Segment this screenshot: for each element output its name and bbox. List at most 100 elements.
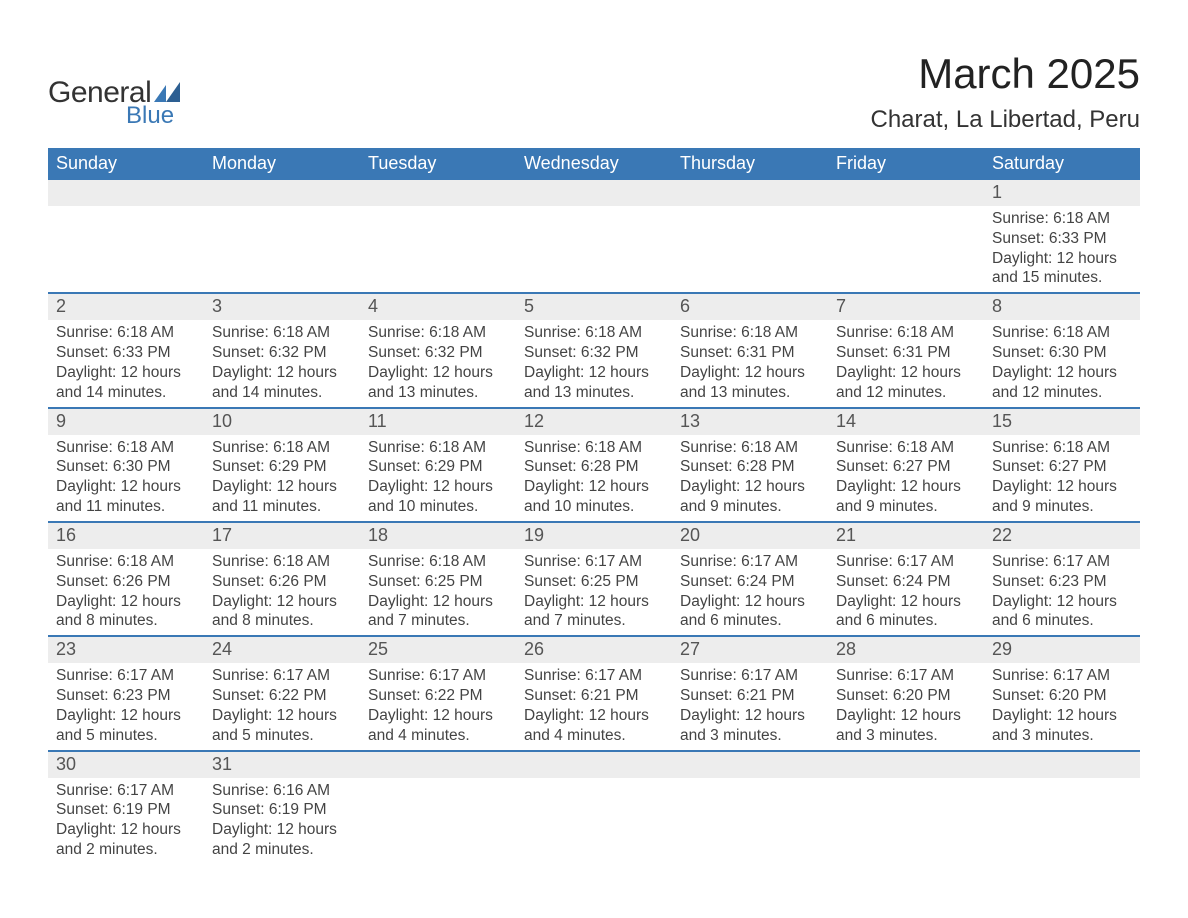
sunrise-text: Sunrise: 6:18 AM: [992, 438, 1132, 458]
sunset-text: Sunset: 6:21 PM: [524, 686, 664, 706]
day-details: Sunrise: 6:17 AMSunset: 6:20 PMDaylight:…: [828, 663, 984, 749]
day-details: [360, 206, 516, 266]
sunset-text: Sunset: 6:21 PM: [680, 686, 820, 706]
day-details: Sunrise: 6:18 AMSunset: 6:30 PMDaylight:…: [984, 320, 1140, 406]
day-number: 3: [204, 294, 360, 320]
sunrise-text: Sunrise: 6:17 AM: [524, 552, 664, 572]
daylight-text: Daylight: 12 hours and 13 minutes.: [680, 363, 820, 403]
day-details: [516, 778, 672, 838]
day-number: 21: [828, 523, 984, 549]
sunrise-text: Sunrise: 6:18 AM: [992, 323, 1132, 343]
sunrise-text: Sunrise: 6:18 AM: [524, 323, 664, 343]
daylight-text: Daylight: 12 hours and 13 minutes.: [368, 363, 508, 403]
calendar-week: 1Sunrise: 6:18 AMSunset: 6:33 PMDaylight…: [48, 180, 1140, 293]
day-details: [984, 778, 1140, 838]
sunrise-text: Sunrise: 6:17 AM: [992, 552, 1132, 572]
sunset-text: Sunset: 6:33 PM: [56, 343, 196, 363]
calendar-cell: 1Sunrise: 6:18 AMSunset: 6:33 PMDaylight…: [984, 180, 1140, 293]
day-number: [360, 180, 516, 206]
calendar-cell: 22Sunrise: 6:17 AMSunset: 6:23 PMDayligh…: [984, 522, 1140, 636]
calendar-cell: 11Sunrise: 6:18 AMSunset: 6:29 PMDayligh…: [360, 408, 516, 522]
sunset-text: Sunset: 6:24 PM: [680, 572, 820, 592]
daylight-text: Daylight: 12 hours and 7 minutes.: [524, 592, 664, 632]
sunrise-text: Sunrise: 6:18 AM: [680, 323, 820, 343]
calendar-cell: 23Sunrise: 6:17 AMSunset: 6:23 PMDayligh…: [48, 636, 204, 750]
day-details: Sunrise: 6:17 AMSunset: 6:25 PMDaylight:…: [516, 549, 672, 635]
calendar-cell: 15Sunrise: 6:18 AMSunset: 6:27 PMDayligh…: [984, 408, 1140, 522]
day-details: Sunrise: 6:17 AMSunset: 6:22 PMDaylight:…: [360, 663, 516, 749]
calendar-cell: [672, 180, 828, 293]
calendar-cell: 12Sunrise: 6:18 AMSunset: 6:28 PMDayligh…: [516, 408, 672, 522]
day-number: 5: [516, 294, 672, 320]
day-details: Sunrise: 6:18 AMSunset: 6:26 PMDaylight:…: [48, 549, 204, 635]
sunset-text: Sunset: 6:24 PM: [836, 572, 976, 592]
day-number: 31: [204, 752, 360, 778]
sunset-text: Sunset: 6:30 PM: [56, 457, 196, 477]
day-number: 2: [48, 294, 204, 320]
day-details: Sunrise: 6:18 AMSunset: 6:32 PMDaylight:…: [516, 320, 672, 406]
calendar-week: 9Sunrise: 6:18 AMSunset: 6:30 PMDaylight…: [48, 408, 1140, 522]
day-number: 12: [516, 409, 672, 435]
calendar-cell: 13Sunrise: 6:18 AMSunset: 6:28 PMDayligh…: [672, 408, 828, 522]
day-header: Wednesday: [516, 148, 672, 180]
day-details: [48, 206, 204, 266]
sunrise-text: Sunrise: 6:17 AM: [56, 666, 196, 686]
sunrise-text: Sunrise: 6:17 AM: [992, 666, 1132, 686]
day-number: 30: [48, 752, 204, 778]
daylight-text: Daylight: 12 hours and 15 minutes.: [992, 249, 1132, 289]
day-number: 17: [204, 523, 360, 549]
sunrise-text: Sunrise: 6:17 AM: [836, 552, 976, 572]
daylight-text: Daylight: 12 hours and 10 minutes.: [368, 477, 508, 517]
calendar-cell: 19Sunrise: 6:17 AMSunset: 6:25 PMDayligh…: [516, 522, 672, 636]
sunset-text: Sunset: 6:28 PM: [680, 457, 820, 477]
calendar-cell: 20Sunrise: 6:17 AMSunset: 6:24 PMDayligh…: [672, 522, 828, 636]
day-details: Sunrise: 6:17 AMSunset: 6:24 PMDaylight:…: [828, 549, 984, 635]
sunrise-text: Sunrise: 6:18 AM: [680, 438, 820, 458]
day-header: Sunday: [48, 148, 204, 180]
daylight-text: Daylight: 12 hours and 8 minutes.: [212, 592, 352, 632]
sunset-text: Sunset: 6:26 PM: [212, 572, 352, 592]
day-number: 9: [48, 409, 204, 435]
sunrise-text: Sunrise: 6:18 AM: [212, 323, 352, 343]
sunset-text: Sunset: 6:31 PM: [836, 343, 976, 363]
day-number: [48, 180, 204, 206]
sunrise-text: Sunrise: 6:18 AM: [836, 323, 976, 343]
day-number: 7: [828, 294, 984, 320]
day-number: 25: [360, 637, 516, 663]
calendar-body: 1Sunrise: 6:18 AMSunset: 6:33 PMDaylight…: [48, 180, 1140, 864]
day-number: 28: [828, 637, 984, 663]
day-details: Sunrise: 6:18 AMSunset: 6:28 PMDaylight:…: [672, 435, 828, 521]
calendar-cell: 7 Sunrise: 6:18 AMSunset: 6:31 PMDaylight…: [828, 293, 984, 407]
daylight-text: Daylight: 12 hours and 10 minutes.: [524, 477, 664, 517]
day-details: [828, 206, 984, 266]
day-number: 15: [984, 409, 1140, 435]
day-details: [672, 206, 828, 266]
sunrise-text: Sunrise: 6:17 AM: [680, 666, 820, 686]
daylight-text: Daylight: 12 hours and 9 minutes.: [680, 477, 820, 517]
calendar-cell: 4Sunrise: 6:18 AMSunset: 6:32 PMDaylight…: [360, 293, 516, 407]
day-details: [516, 206, 672, 266]
day-number: 11: [360, 409, 516, 435]
day-header: Monday: [204, 148, 360, 180]
day-number: 29: [984, 637, 1140, 663]
daylight-text: Daylight: 12 hours and 12 minutes.: [836, 363, 976, 403]
sunset-text: Sunset: 6:22 PM: [368, 686, 508, 706]
day-details: Sunrise: 6:18 AMSunset: 6:28 PMDaylight:…: [516, 435, 672, 521]
day-details: Sunrise: 6:17 AMSunset: 6:23 PMDaylight:…: [48, 663, 204, 749]
day-details: Sunrise: 6:17 AMSunset: 6:24 PMDaylight:…: [672, 549, 828, 635]
day-number: [828, 180, 984, 206]
sunrise-text: Sunrise: 6:18 AM: [56, 323, 196, 343]
day-details: Sunrise: 6:18 AMSunset: 6:33 PMDaylight:…: [48, 320, 204, 406]
daylight-text: Daylight: 12 hours and 11 minutes.: [56, 477, 196, 517]
day-number: [672, 752, 828, 778]
day-number: [984, 752, 1140, 778]
sunrise-text: Sunrise: 6:18 AM: [368, 323, 508, 343]
calendar-cell: 27Sunrise: 6:17 AMSunset: 6:21 PMDayligh…: [672, 636, 828, 750]
day-number: 10: [204, 409, 360, 435]
sunrise-text: Sunrise: 6:17 AM: [368, 666, 508, 686]
day-details: Sunrise: 6:17 AMSunset: 6:21 PMDaylight:…: [672, 663, 828, 749]
page-header: General Blue March 2025 Charat, La Liber…: [48, 50, 1140, 134]
daylight-text: Daylight: 12 hours and 13 minutes.: [524, 363, 664, 403]
sunrise-text: Sunrise: 6:16 AM: [212, 781, 352, 801]
daylight-text: Daylight: 12 hours and 6 minutes.: [992, 592, 1132, 632]
